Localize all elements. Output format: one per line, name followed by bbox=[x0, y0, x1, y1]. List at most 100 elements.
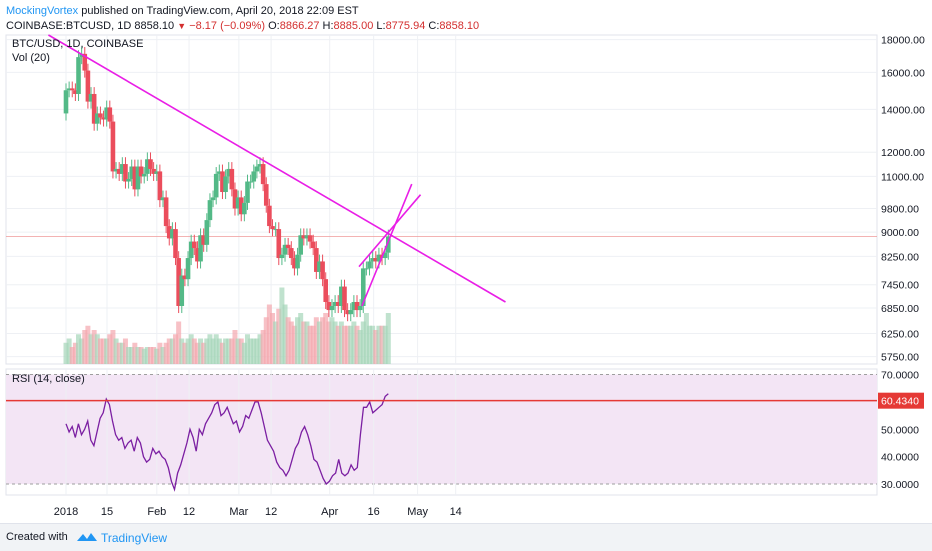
volume-bar bbox=[97, 338, 103, 364]
chart-area[interactable]: 2018 15 Feb 12 Mar 12 Apr 16 May 14 18000.00 16000.… bbox=[0, 33, 932, 523]
candle-body bbox=[260, 164, 266, 185]
volume-bar bbox=[310, 325, 316, 364]
candle-body bbox=[110, 121, 116, 172]
volume-bar bbox=[72, 342, 78, 364]
price-pane bbox=[5, 34, 878, 365]
candle-body bbox=[254, 166, 260, 172]
volume-bar bbox=[147, 347, 153, 364]
volume-bar bbox=[188, 334, 194, 364]
y-tick-label: 6250.00 bbox=[881, 328, 919, 340]
candle-body bbox=[160, 197, 166, 201]
volume-bar bbox=[238, 338, 244, 364]
volume-bar bbox=[320, 317, 326, 364]
volume-bar bbox=[295, 317, 301, 364]
y-tick-label: 18000.00 bbox=[881, 35, 925, 47]
volume-bar bbox=[229, 338, 235, 364]
candle-body bbox=[323, 279, 329, 303]
tradingview-brand[interactable]: TradingView bbox=[101, 531, 168, 545]
candle-body bbox=[176, 258, 181, 306]
rsi-tick-label: 30.0000 bbox=[881, 479, 919, 491]
candle-body bbox=[66, 88, 72, 91]
volume-bar bbox=[341, 325, 347, 364]
candle-body bbox=[273, 229, 278, 231]
low-label: L: bbox=[376, 20, 386, 32]
candle-body bbox=[79, 53, 84, 58]
volume-bar bbox=[241, 342, 247, 364]
candle-body bbox=[301, 235, 307, 239]
trendline[interactable] bbox=[358, 194, 422, 268]
candle-body bbox=[170, 229, 175, 239]
rsi-line bbox=[65, 393, 389, 492]
volume-bar bbox=[122, 338, 128, 364]
candle-body bbox=[63, 90, 69, 114]
volume-bar bbox=[194, 342, 200, 364]
candle-body bbox=[88, 93, 94, 102]
candle-body bbox=[69, 88, 75, 91]
trendline[interactable] bbox=[48, 34, 506, 303]
volume-bar bbox=[166, 338, 172, 364]
candle-body bbox=[126, 178, 131, 182]
candle-body bbox=[257, 164, 263, 167]
volume-bar bbox=[198, 338, 204, 364]
rsi-legend: RSI (14, close) bbox=[12, 373, 85, 385]
volume-bar bbox=[248, 338, 254, 364]
volume-bar bbox=[66, 338, 72, 364]
x-tick-label: 12 bbox=[183, 506, 195, 518]
candle-body bbox=[141, 173, 147, 177]
volume-bar bbox=[332, 321, 338, 364]
x-tick-label: Apr bbox=[321, 506, 338, 518]
candle-body bbox=[138, 166, 144, 177]
x-tick-label: 16 bbox=[368, 506, 380, 518]
author-link[interactable]: MockingVortex bbox=[6, 5, 79, 17]
candle-body bbox=[166, 226, 172, 239]
volume-bar bbox=[179, 338, 185, 364]
y-tick-label: 6850.00 bbox=[881, 303, 919, 315]
symbol-line: COINBASE:BTCUSD, 1D 8858.10 ▼ −8.17 (−0.… bbox=[6, 20, 479, 32]
candle-body bbox=[129, 166, 135, 179]
volume-bar bbox=[323, 313, 329, 364]
candle-body bbox=[263, 184, 269, 206]
volume-bar bbox=[85, 325, 91, 364]
candle-body bbox=[210, 197, 216, 201]
volume-bar bbox=[266, 304, 272, 364]
candle-body bbox=[304, 235, 310, 239]
volume-bar bbox=[210, 338, 216, 364]
candle-body bbox=[232, 189, 238, 209]
volume-bar bbox=[316, 321, 322, 364]
price-legend: BTC/USD, 1D, COINBASE bbox=[12, 38, 143, 50]
rsi-value-badge bbox=[878, 392, 924, 409]
candle-body bbox=[179, 275, 185, 306]
candle-body bbox=[151, 168, 156, 174]
candle-body bbox=[382, 252, 388, 259]
volume-bar bbox=[104, 338, 110, 364]
candle-body bbox=[213, 173, 219, 198]
volume-bar bbox=[301, 321, 307, 364]
y-tick-label: 9000.00 bbox=[881, 227, 919, 239]
volume-bar bbox=[282, 304, 288, 364]
candle-body bbox=[332, 302, 338, 306]
volume-bar bbox=[244, 334, 250, 364]
candle-body bbox=[351, 302, 357, 311]
volume-bar bbox=[219, 342, 225, 364]
volume-bar bbox=[363, 313, 369, 364]
volume-bar bbox=[373, 330, 379, 364]
candle-body bbox=[116, 168, 122, 174]
price-change: −8.17 (−0.09%) bbox=[189, 20, 266, 32]
trendline[interactable] bbox=[361, 183, 413, 307]
volume-bar bbox=[110, 330, 116, 364]
candle-body bbox=[198, 235, 203, 262]
candle-body bbox=[310, 241, 316, 249]
volume-bar bbox=[385, 313, 391, 364]
y-tick-label: 5750.00 bbox=[881, 352, 919, 364]
high-value: 8885.00 bbox=[333, 20, 374, 32]
volume-bar bbox=[357, 330, 363, 364]
candle-body bbox=[317, 261, 322, 272]
created-with-text: Created with bbox=[6, 531, 68, 543]
candle-body bbox=[94, 113, 100, 124]
volume-legend: Vol (20) bbox=[12, 52, 50, 64]
volume-bar bbox=[129, 347, 135, 364]
volume-bar bbox=[298, 313, 304, 364]
volume-bar bbox=[138, 347, 144, 364]
candle-body bbox=[354, 302, 360, 311]
candle-body bbox=[145, 159, 150, 174]
